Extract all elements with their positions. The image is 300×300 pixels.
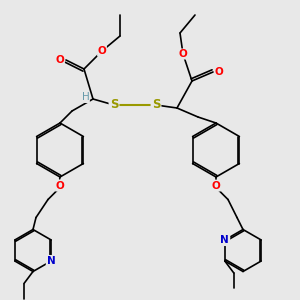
- Text: O: O: [56, 55, 64, 65]
- Text: O: O: [98, 46, 106, 56]
- Text: N: N: [220, 235, 229, 245]
- Text: H: H: [82, 92, 89, 103]
- Text: S: S: [110, 98, 118, 112]
- Text: N: N: [47, 256, 56, 266]
- Text: S: S: [152, 98, 160, 112]
- Text: O: O: [212, 181, 220, 191]
- Text: O: O: [214, 67, 224, 77]
- Text: O: O: [178, 49, 188, 59]
- Text: O: O: [56, 181, 64, 191]
